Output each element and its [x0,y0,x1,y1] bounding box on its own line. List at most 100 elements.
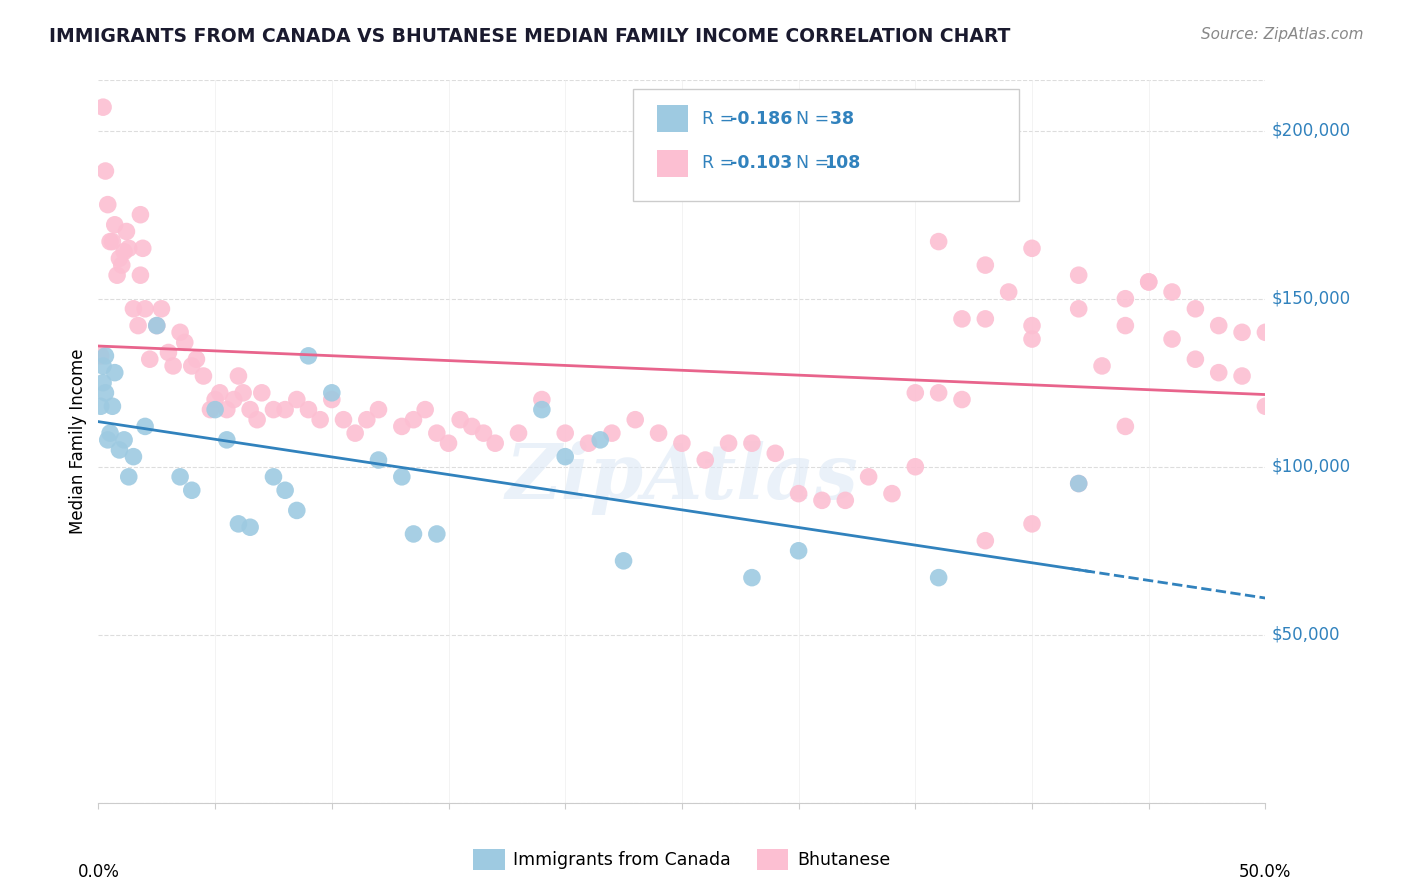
Point [530,392,553,407]
Text: IMMIGRANTS FROM CANADA VS BHUTANESE MEDIAN FAMILY INCOME CORRELATION CHART: IMMIGRANTS FROM CANADA VS BHUTANESE MEDI… [49,27,1011,45]
Point [180,483,202,498]
Point [200,402,222,417]
Point [118,470,141,484]
Point [554,450,576,464]
Point [950,311,973,326]
Point [91,359,114,373]
Point [880,486,903,500]
Point [118,241,141,255]
Point [1021,241,1043,255]
Point [122,301,145,316]
Text: $50,000: $50,000 [1271,626,1340,644]
Point [472,426,495,441]
Point [169,326,191,340]
Point [950,392,973,407]
Point [321,392,343,407]
Point [250,385,273,400]
Point [671,436,693,450]
Point [589,433,612,447]
Point [297,402,319,417]
Point [1254,326,1277,340]
Point [204,392,226,407]
Point [222,392,245,407]
Text: $200,000: $200,000 [1271,121,1350,140]
Y-axis label: Median Family Income: Median Family Income [69,349,87,534]
Point [91,376,114,390]
Point [91,100,114,114]
Point [112,433,135,447]
Point [402,527,425,541]
Point [356,413,378,427]
Point [105,268,128,283]
Point [1021,516,1043,531]
Point [332,413,354,427]
Point [1021,332,1043,346]
Text: R =: R = [702,154,740,172]
Point [215,402,238,417]
Point [228,369,250,384]
Point [169,470,191,484]
Point [115,225,138,239]
Point [108,442,131,457]
Point [186,352,208,367]
Point [1091,359,1114,373]
Point [122,450,145,464]
Point [101,235,124,249]
Point [391,470,413,484]
Point [321,385,343,400]
Point [1137,275,1160,289]
Point [94,164,117,178]
Text: -0.103: -0.103 [730,154,792,172]
Point [285,392,308,407]
Point [974,311,997,326]
Point [1137,275,1160,289]
Point [426,426,449,441]
Point [904,385,927,400]
Point [1067,301,1090,316]
Point [461,419,484,434]
Point [928,235,950,249]
Point [232,385,254,400]
Text: ZipAtlas: ZipAtlas [506,441,858,515]
Point [285,503,308,517]
Point [94,349,117,363]
Point [262,402,284,417]
Point [274,402,297,417]
Point [1254,399,1277,413]
Point [97,197,120,211]
Point [1161,332,1184,346]
Point [127,318,149,333]
Point [741,571,763,585]
Point [246,413,269,427]
Point [104,366,127,380]
Point [134,419,156,434]
Text: R =: R = [702,110,740,128]
Point [763,446,786,460]
Point [484,436,506,450]
Point [1230,326,1253,340]
Point [426,527,449,541]
Text: 108: 108 [824,154,860,172]
Point [150,301,173,316]
Text: $100,000: $100,000 [1271,458,1350,475]
Point [413,402,436,417]
Point [180,359,202,373]
Point [90,399,112,413]
Text: -0.186: -0.186 [730,110,792,128]
Point [157,345,180,359]
Point [262,470,284,484]
Point [146,318,169,333]
Point [1184,301,1206,316]
Point [162,359,184,373]
Point [1114,318,1136,333]
Point [787,543,810,558]
Point [129,268,152,283]
Point [101,399,124,413]
Point [741,436,763,450]
Text: 50.0%: 50.0% [1239,863,1292,881]
Point [129,208,152,222]
Legend: Immigrants from Canada, Bhutanese: Immigrants from Canada, Bhutanese [467,842,897,877]
Point [449,413,471,427]
Point [344,426,367,441]
Point [146,318,169,333]
